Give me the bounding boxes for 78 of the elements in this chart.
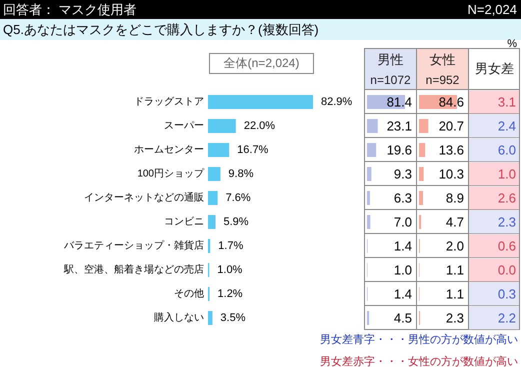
y-tick-label: その他 — [174, 288, 204, 300]
bar — [419, 119, 428, 133]
data-label: 1.0 — [394, 262, 412, 278]
chart-subtitle: n=1072 — [369, 73, 412, 87]
bar — [208, 311, 212, 325]
text: 男女差赤字・・・女性の方が数値が高い — [320, 354, 518, 367]
bar — [367, 215, 370, 229]
y-tick-label: スーパー — [164, 120, 204, 132]
data-label: 2.3 — [446, 310, 464, 326]
data-label: 10.3 — [438, 166, 464, 182]
data-label: 3.1 — [498, 94, 516, 110]
data-label: 1.4 — [394, 238, 412, 254]
data-label: 8.9 — [446, 190, 464, 206]
data-label: 2.6 — [498, 190, 516, 206]
bar — [419, 143, 426, 157]
bar — [208, 191, 218, 205]
bar — [208, 95, 313, 109]
data-label: 9.3 — [394, 166, 412, 182]
chart-title: 女性 — [428, 51, 456, 69]
bar — [419, 167, 424, 181]
text: 男女差青字・・・男性の方が数値が高い — [320, 332, 518, 347]
chart-title: Q5.あなたはマスクをどこで購入しますか？(複数回答) — [3, 22, 319, 37]
data-label: 0.6 — [498, 238, 516, 254]
y-tick-label: コンビニ — [164, 216, 204, 228]
bar — [208, 143, 230, 157]
bar — [367, 167, 372, 181]
data-label: 1.0 — [498, 166, 516, 182]
data-label: 16.7% — [237, 144, 269, 156]
data-label: 20.7 — [438, 118, 464, 134]
data-label: 23.1 — [386, 118, 412, 134]
data-label: 22.0% — [244, 120, 276, 132]
y-tick-label: 駅、空港、船着き場などの売店 — [63, 264, 204, 276]
data-label: 13.6 — [438, 142, 464, 158]
y-tick-label: ホームセンター — [134, 144, 204, 156]
text: 回答者： マスク使用者 — [3, 1, 137, 19]
text: N=2,024 — [467, 1, 517, 19]
data-label: 7.6% — [226, 192, 251, 204]
data-label: 1.1 — [446, 286, 464, 302]
data-label: 5.9% — [223, 216, 249, 228]
text: 男女差 — [474, 60, 515, 78]
data-label: 3.5% — [220, 312, 246, 324]
data-label: 1.1 — [446, 262, 464, 278]
data-label: 2.2 — [498, 310, 516, 326]
data-label: 2.0 — [446, 238, 464, 254]
data-label: 1.4 — [394, 286, 412, 302]
bar — [208, 119, 236, 133]
data-label: 84.6 — [438, 94, 464, 110]
y-tick-label: バラエティーショップ・雑貨店 — [63, 240, 204, 252]
data-label: 1.7% — [218, 240, 244, 252]
chart-title: 男性 — [376, 51, 404, 69]
bar — [208, 167, 220, 181]
data-label: 4.5 — [394, 310, 412, 326]
bar — [367, 143, 376, 157]
data-label: 6.3 — [394, 190, 412, 206]
bar — [208, 215, 216, 229]
data-label: 0.0 — [498, 262, 516, 278]
data-label: 1.2% — [218, 288, 243, 300]
data-label: 4.7 — [446, 214, 464, 230]
data-label: 19.6 — [386, 142, 412, 158]
y-tick-label: インターネットなどの通販 — [84, 192, 204, 204]
data-label: 82.9% — [321, 96, 352, 108]
y-tick-label: ドラッグストア — [134, 96, 204, 108]
data-label: 7.0 — [394, 214, 412, 230]
data-label: 81.4 — [386, 94, 412, 110]
text: % — [507, 38, 517, 50]
chart-subtitle: n=952 — [424, 73, 460, 87]
bar — [419, 191, 423, 205]
bar — [367, 191, 370, 205]
data-label: 0.3 — [498, 286, 516, 302]
bar — [367, 119, 378, 133]
data-label: 2.4 — [498, 118, 516, 134]
data-label: 9.8% — [228, 168, 254, 180]
y-tick-label: 100円ショップ — [137, 168, 205, 180]
data-label: 2.3 — [498, 214, 516, 230]
y-tick-label: 購入しない — [154, 312, 204, 324]
data-label: 6.0 — [498, 142, 516, 158]
data-label: 1.0% — [217, 264, 243, 276]
chart-subtitle: 全体(n=2,024) — [209, 53, 314, 74]
